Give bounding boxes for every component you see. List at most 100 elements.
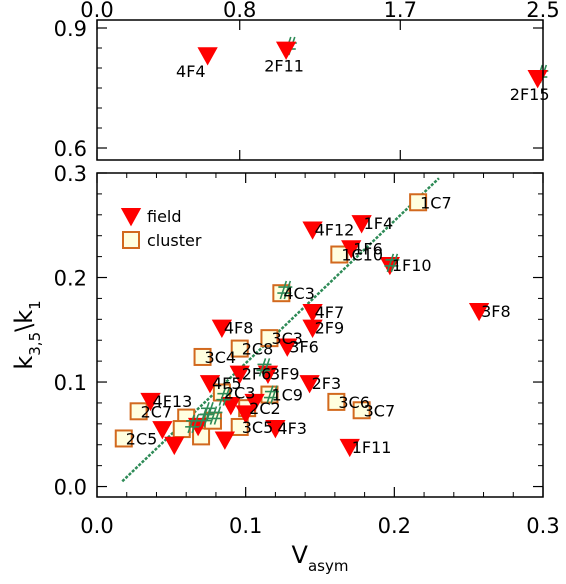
cluster-point xyxy=(260,329,279,348)
field-point xyxy=(197,47,218,66)
field-point xyxy=(277,338,298,357)
x-tick-label: 0.2 xyxy=(378,514,411,538)
fit-hash-stroke xyxy=(258,358,267,377)
point-label: 1C9 xyxy=(271,386,303,405)
point-label: 2F9 xyxy=(315,319,345,338)
cluster-point xyxy=(352,401,371,420)
field-point xyxy=(275,41,297,60)
point-label: 2C3 xyxy=(224,383,256,402)
field-point xyxy=(302,319,323,339)
point-label: 1F4 xyxy=(364,214,394,233)
x-axis-title: Vasym xyxy=(292,541,349,575)
fit-hash-stroke xyxy=(213,406,222,425)
point-label: 2C5 xyxy=(126,429,158,448)
cluster-point xyxy=(114,429,133,448)
point-label: 3C7 xyxy=(364,401,396,420)
legend-field-marker xyxy=(120,208,142,227)
fit-hash-stroke xyxy=(203,408,211,427)
fit-hash-stroke xyxy=(209,406,218,425)
fit-hash-stroke xyxy=(270,385,278,404)
point-label: 2F3 xyxy=(312,374,342,393)
point-label: 4F4 xyxy=(176,62,206,81)
field-point xyxy=(220,397,241,416)
field-point xyxy=(339,438,360,458)
y-axis-title-part: k xyxy=(10,356,38,370)
fit-hash-marker xyxy=(216,387,232,406)
fit-hash-stroke xyxy=(283,280,292,300)
point-label: 2F6 xyxy=(242,365,272,384)
point-label: 2C7 xyxy=(141,402,173,421)
bottom-panel-frame xyxy=(96,172,544,498)
y-axis-title-part: \k xyxy=(10,310,38,332)
fit-hash-stroke xyxy=(386,253,395,273)
field-point xyxy=(229,365,250,385)
point-label: 4F13 xyxy=(153,392,193,411)
top-x-tick-label: 2.5 xyxy=(526,0,559,22)
fit-hash-marker xyxy=(263,385,279,404)
point-label: 2C2 xyxy=(249,399,281,418)
x-tick-label: 0.0 xyxy=(80,514,113,538)
field-point xyxy=(235,405,256,424)
point-label: 1F11 xyxy=(352,438,392,457)
field-point xyxy=(152,421,173,440)
fit-hash-stroke xyxy=(187,414,195,434)
cluster-point xyxy=(230,417,249,436)
top-panel-frame xyxy=(96,19,544,161)
point-label: 1F6 xyxy=(353,239,383,258)
point-label: 3F6 xyxy=(289,337,319,356)
point-label: 4F12 xyxy=(315,220,355,239)
top-x-tick-label: 1.7 xyxy=(384,0,417,22)
point-label: 3F8 xyxy=(481,302,511,321)
x-tick-label: 0.3 xyxy=(526,514,559,538)
point-label: 1F10 xyxy=(392,256,432,275)
field-point xyxy=(341,240,362,259)
legend-cluster-label: cluster xyxy=(147,231,202,250)
fit-hash-stroke xyxy=(206,402,214,421)
point-label: 4F7 xyxy=(315,303,345,322)
point-label: 1C10 xyxy=(341,246,383,265)
point-label: 4F8 xyxy=(224,319,254,338)
cluster-point xyxy=(129,402,148,421)
point-label: 3C4 xyxy=(205,348,237,367)
y-tick-label: 0.2 xyxy=(54,267,87,291)
field-point xyxy=(199,375,221,394)
point-label: 3F9 xyxy=(270,365,300,384)
field-point xyxy=(164,436,185,456)
fit-hash-marker xyxy=(185,414,201,434)
legend-field-label: field xyxy=(147,207,182,226)
y-tick-label: 0.0 xyxy=(54,476,87,500)
y-axis-title-subscript: 3,5 xyxy=(26,332,44,356)
field-point xyxy=(351,215,372,234)
field-point xyxy=(140,392,161,412)
legend-cluster-marker xyxy=(122,231,140,249)
field-point xyxy=(468,302,490,322)
cluster-point xyxy=(409,193,428,212)
fit-hash-stroke xyxy=(222,387,231,406)
fit-hash-marker xyxy=(277,280,293,300)
fit-hash-marker xyxy=(197,408,213,427)
y-axis-title: k3,5\k1 xyxy=(10,300,44,369)
y-tick-label: 0.3 xyxy=(54,162,87,186)
legend: field cluster xyxy=(120,207,202,250)
field-point xyxy=(302,304,323,323)
top-x-tick-label: 0.0 xyxy=(80,0,113,22)
field-point xyxy=(244,393,265,413)
point-label: 4C3 xyxy=(283,284,315,303)
fit-hash-marker xyxy=(256,358,272,377)
field-point xyxy=(265,420,286,439)
y-tick-label: 0.1 xyxy=(54,371,87,395)
point-label: 4F3 xyxy=(277,419,307,438)
field-point xyxy=(302,221,323,240)
point-label: 1C7 xyxy=(420,193,452,212)
top-y-tick-label: 0.9 xyxy=(54,17,87,41)
field-point xyxy=(299,375,320,394)
cluster-point xyxy=(172,420,191,439)
fit-hash-stroke xyxy=(266,385,274,404)
point-label: 2F15 xyxy=(510,85,550,104)
point-label: 2F11 xyxy=(264,57,304,76)
fit-hash-stroke xyxy=(218,387,227,406)
fit-hash-marker xyxy=(384,253,400,273)
fit-hash-stroke xyxy=(191,414,199,434)
